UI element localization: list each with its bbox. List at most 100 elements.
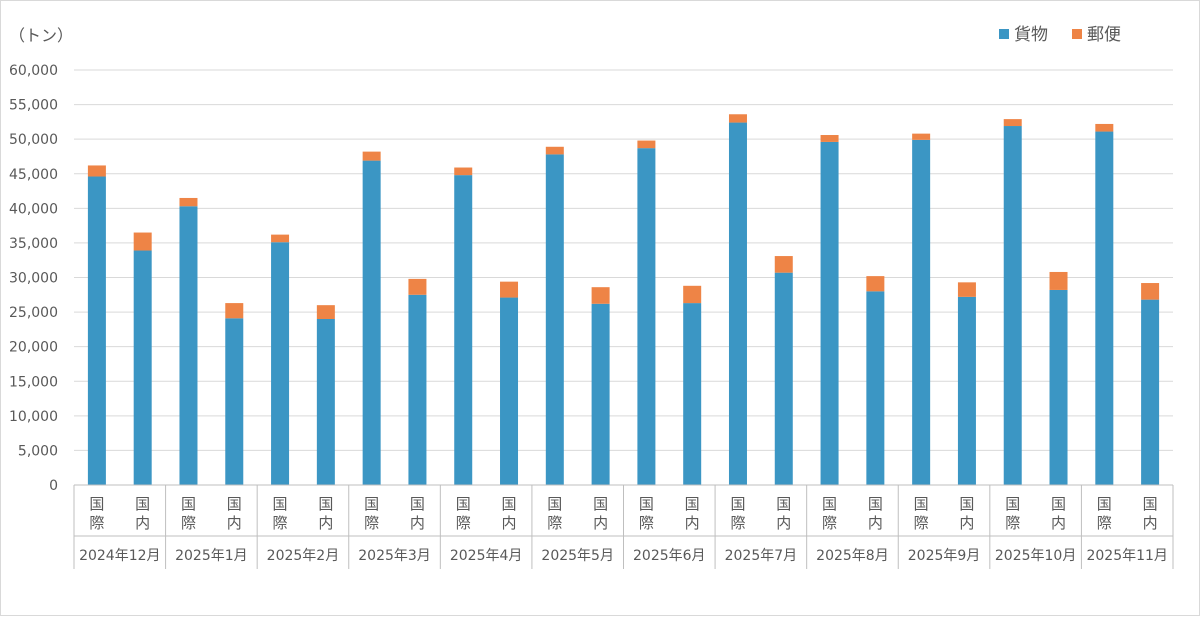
sub-category-label: 際 (1005, 514, 1020, 532)
sub-category-label: 内 (593, 514, 608, 532)
sub-category-label: 国 (410, 495, 425, 513)
bar-cargo (500, 297, 519, 485)
sub-category-label: 国 (959, 495, 974, 513)
month-label: 2025年3月 (358, 548, 431, 564)
sub-category-label: 国 (318, 495, 333, 513)
sub-category-label: 際 (181, 514, 196, 532)
y-tick-label: 60,000 (9, 63, 58, 79)
y-tick-label: 25,000 (9, 305, 58, 321)
y-tick-label: 55,000 (9, 98, 58, 114)
legend-swatch-cargo (999, 29, 1009, 39)
month-label: 2024年12月 (79, 548, 160, 564)
bar-cargo (1003, 126, 1022, 486)
bar-cargo (637, 148, 656, 486)
sub-category-label: 国 (776, 495, 791, 513)
bar-cargo (133, 250, 152, 485)
bar-mail (1003, 119, 1022, 127)
month-label: 2025年11月 (1086, 548, 1167, 564)
sub-category-label: 国 (685, 495, 700, 513)
bar-mail (87, 165, 106, 177)
y-tick-label: 50,000 (9, 132, 58, 148)
sub-category-label: 際 (822, 514, 837, 532)
sub-category-label: 際 (273, 514, 288, 532)
sub-category-label: 国 (868, 495, 883, 513)
y-tick-label: 30,000 (9, 271, 58, 287)
sub-category-label: 内 (502, 514, 517, 532)
bar-cargo (957, 296, 976, 485)
sub-category-label: 内 (868, 514, 883, 532)
bar-cargo (1049, 289, 1068, 485)
bar-mail (362, 151, 381, 161)
legend: 貨物 郵便 (999, 25, 1121, 45)
legend-label-cargo: 貨物 (1014, 25, 1048, 45)
sub-category-label: 国 (1143, 495, 1158, 513)
y-tick-label: 20,000 (9, 340, 58, 356)
bar-mail (1095, 123, 1114, 132)
category-axis: 国際国内国際国内国際国内国際国内国際国内国際国内国際国内国際国内国際国内国際国内… (73, 484, 1174, 569)
sub-category-label: 内 (227, 514, 242, 532)
bar-cargo (1095, 131, 1114, 485)
bar-mail (683, 285, 702, 304)
bar-mail (866, 276, 885, 292)
bar-mail (500, 281, 519, 298)
month-label: 2025年4月 (450, 548, 523, 564)
sub-category-label: 国 (502, 495, 517, 513)
bar-cargo (591, 303, 610, 485)
sub-category-label: 国 (822, 495, 837, 513)
y-tick-label: 35,000 (9, 236, 58, 252)
bar-cargo (316, 319, 335, 485)
month-label: 2025年6月 (633, 548, 706, 564)
bar-cargo (362, 160, 381, 485)
sub-category-label: 国 (914, 495, 929, 513)
sub-category-label: 国 (1051, 495, 1066, 513)
month-label: 2025年7月 (725, 548, 798, 564)
y-tick-label: 5,000 (18, 443, 58, 459)
month-label: 2025年1月 (175, 548, 248, 564)
bar-cargo (866, 291, 885, 485)
sub-category-label: 国 (273, 495, 288, 513)
sub-category-label: 内 (959, 514, 974, 532)
sub-category-label: 際 (730, 514, 745, 532)
y-tick-label: 45,000 (9, 167, 58, 183)
month-label: 2025年2月 (267, 548, 340, 564)
bar-mail (454, 167, 473, 176)
sub-category-label: 国 (181, 495, 196, 513)
y-axis: 0 5,000 10,000 15,000 20,000 25,000 30,000 35,0… (9, 63, 58, 494)
bar-mail (637, 140, 656, 149)
sub-category-label: 際 (456, 514, 471, 532)
sub-category-label: 国 (1097, 495, 1112, 513)
y-unit-label: （トン） (9, 26, 73, 45)
sub-category-label: 内 (1143, 514, 1158, 532)
sub-category-label: 際 (89, 514, 104, 532)
sub-category-label: 際 (1097, 514, 1112, 532)
sub-category-label: 内 (410, 514, 425, 532)
sub-category-label: 国 (364, 495, 379, 513)
y-tick-label: 15,000 (9, 374, 58, 390)
bar-mail (133, 232, 152, 251)
sub-category-label: 国 (547, 495, 562, 513)
bar-cargo (408, 294, 427, 485)
bars (87, 114, 1160, 486)
bar-mail (591, 287, 610, 304)
bar-cargo (683, 303, 702, 485)
bar-mail (820, 135, 839, 142)
y-tick-label: 0 (49, 478, 58, 494)
sub-category-label: 国 (456, 495, 471, 513)
bar-cargo (774, 272, 793, 485)
bar-mail (545, 146, 564, 155)
sub-category-label: 際 (639, 514, 654, 532)
sub-category-label: 国 (730, 495, 745, 513)
bar-mail (1049, 271, 1068, 290)
month-label: 2025年5月 (541, 548, 614, 564)
bar-mail (774, 256, 793, 273)
gridlines (74, 69, 1173, 486)
bar-cargo (87, 176, 106, 485)
legend-swatch-mail (1072, 29, 1082, 39)
month-label: 2025年10月 (995, 548, 1076, 564)
month-label: 2025年8月 (816, 548, 889, 564)
bar-mail (316, 305, 335, 319)
sub-category-label: 内 (135, 514, 150, 532)
sub-category-label: 国 (639, 495, 654, 513)
